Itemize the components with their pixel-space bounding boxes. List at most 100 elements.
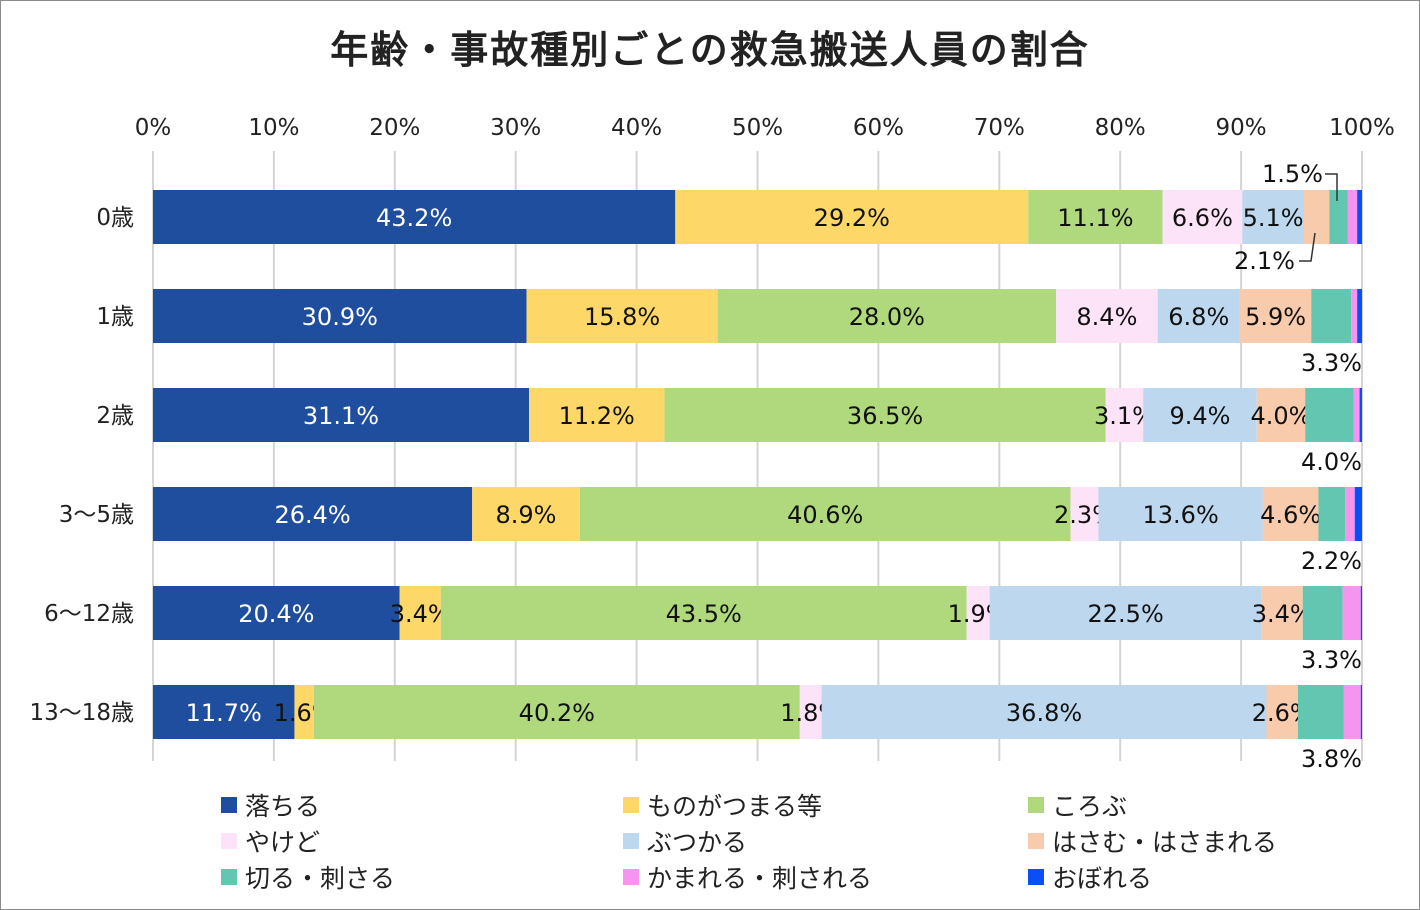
data-label: 40.6% <box>787 501 863 529</box>
data-label: 29.2% <box>814 204 890 232</box>
bar-segment <box>1070 487 1099 541</box>
y-category-label: 13〜18歳 <box>29 700 134 726</box>
bar-segment <box>399 586 441 640</box>
bar-segment <box>526 289 718 343</box>
bar-segment <box>153 685 295 739</box>
bar-segment <box>1354 487 1362 541</box>
x-tick-label: 90% <box>1216 115 1267 141</box>
bar-segment <box>1157 289 1240 343</box>
bar-segment <box>1303 190 1330 244</box>
bar-segment <box>153 190 676 244</box>
bar-segment <box>528 388 665 442</box>
legend-label: 落ちる <box>245 792 320 821</box>
data-label: 5.9% <box>1245 303 1306 331</box>
bar-segment <box>1318 487 1346 541</box>
legend-swatch <box>221 833 237 849</box>
data-label: 8.4% <box>1076 303 1137 331</box>
bar-segment <box>1353 388 1360 442</box>
bar-segment <box>821 685 1267 739</box>
leader-line <box>1325 173 1338 201</box>
bar-segment <box>664 388 1106 442</box>
bar-segment <box>1342 586 1361 640</box>
bar-segment <box>472 487 580 541</box>
legend-label: おぼれる <box>1052 864 1152 893</box>
x-tick-label: 100% <box>1329 115 1395 141</box>
x-tick-label: 80% <box>1095 115 1146 141</box>
bar-segment <box>1343 685 1361 739</box>
legend-label: 切る・刺さる <box>245 864 395 893</box>
bar-segment <box>799 685 822 739</box>
bar-segment <box>1311 289 1352 343</box>
chart-title: 年齢・事故種別ごとの救急搬送人員の割合 <box>330 28 1090 72</box>
bar-segment <box>1028 190 1163 244</box>
bar-segment <box>1351 289 1358 343</box>
legend-swatch <box>1028 833 1044 849</box>
legend-label: ものがつまる等 <box>647 792 822 821</box>
data-label: 30.9% <box>302 303 378 331</box>
legend-label: ころぶ <box>1052 792 1127 821</box>
legend-swatch <box>623 797 639 813</box>
bar-segment <box>153 289 527 343</box>
x-tick-label: 70% <box>974 115 1025 141</box>
x-tick-label: 50% <box>732 115 783 141</box>
data-label: 31.1% <box>303 402 379 430</box>
legend-swatch <box>1028 797 1044 813</box>
x-tick-label: 10% <box>248 115 299 141</box>
bar-segment <box>989 586 1262 640</box>
bar-segment <box>1162 190 1243 244</box>
x-tick-label: 30% <box>490 115 541 141</box>
legend-label: はさむ・はさまれる <box>1052 828 1277 857</box>
data-label: 3.8% <box>1301 745 1362 773</box>
legend-swatch <box>221 869 237 885</box>
x-tick-label: 0% <box>135 115 172 141</box>
data-label: 43.2% <box>376 204 452 232</box>
bar-segment <box>440 586 967 640</box>
legend-swatch <box>623 833 639 849</box>
bar-segment <box>1359 388 1362 442</box>
bar-segment <box>1143 388 1257 442</box>
bar-segment <box>966 586 990 640</box>
bar-segment <box>1347 190 1358 244</box>
bar-segment <box>294 685 314 739</box>
bar-segment <box>1105 388 1144 442</box>
bar-segment <box>1261 586 1303 640</box>
x-tick-label: 40% <box>611 115 662 141</box>
data-label: 4.0% <box>1251 402 1312 430</box>
bar-segment <box>1345 487 1355 541</box>
bar-segment <box>1297 685 1344 739</box>
bar-segment <box>1056 289 1158 343</box>
legend-label: ぶつかる <box>647 828 747 857</box>
data-label: 36.8% <box>1006 699 1082 727</box>
bar-segment <box>1357 289 1362 343</box>
bar-segment <box>1098 487 1263 541</box>
bar-segment <box>153 487 473 541</box>
bar-segment <box>1360 586 1362 640</box>
legend-swatch <box>623 869 639 885</box>
bar-segment <box>717 289 1057 343</box>
data-label: 26.4% <box>274 501 350 529</box>
x-tick-label: 60% <box>853 115 904 141</box>
bar-segment <box>1357 190 1362 244</box>
data-label: 3.4% <box>1252 600 1313 628</box>
data-label: 11.7% <box>186 699 262 727</box>
data-label: 28.0% <box>849 303 925 331</box>
data-label: 15.8% <box>584 303 660 331</box>
bar-segment <box>1239 289 1312 343</box>
data-label: 13.6% <box>1143 501 1219 529</box>
data-label: 8.9% <box>495 501 556 529</box>
bar-segment <box>153 586 400 640</box>
data-label: 9.4% <box>1170 402 1231 430</box>
data-label: 5.1% <box>1243 204 1304 232</box>
bar-segment <box>675 190 1029 244</box>
data-label: 11.2% <box>559 402 635 430</box>
bar-segment <box>1266 685 1298 739</box>
bar-segment <box>1329 190 1348 244</box>
bar-segment <box>1262 487 1319 541</box>
legend-label: かまれる・刺される <box>647 864 872 893</box>
legend-swatch <box>221 797 237 813</box>
data-label: 2.2% <box>1301 547 1362 575</box>
bar-segment <box>1256 388 1306 442</box>
x-tick-label: 20% <box>369 115 420 141</box>
leader-line <box>1299 232 1316 262</box>
